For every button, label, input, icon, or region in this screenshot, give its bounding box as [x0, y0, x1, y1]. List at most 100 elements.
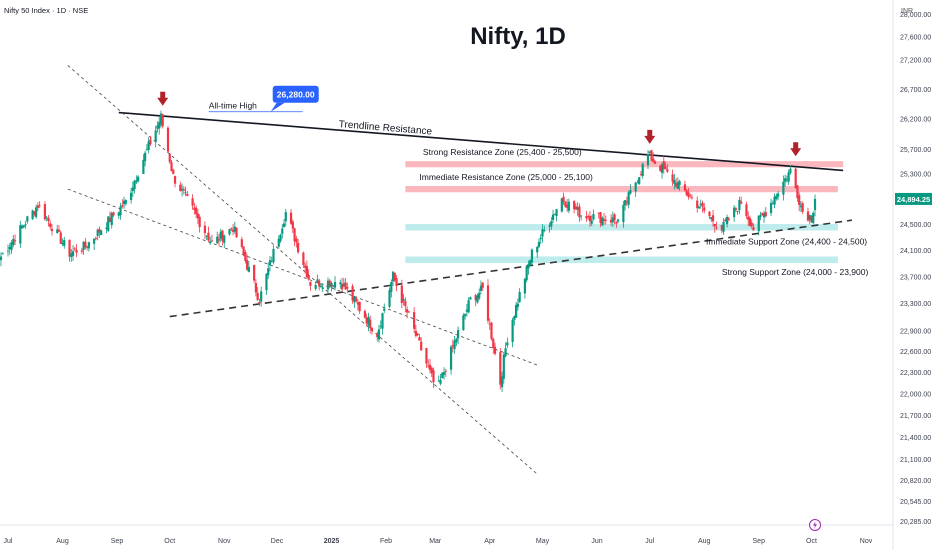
y-tick-label: 21,100.00 — [900, 457, 931, 464]
candle-body — [71, 251, 75, 256]
all-time-high-label: All-time High — [209, 101, 257, 111]
candle-body — [675, 183, 678, 187]
candle-body — [242, 246, 245, 255]
candle-body — [367, 316, 370, 326]
candle-body — [518, 291, 521, 303]
candle-body — [537, 241, 541, 247]
candle-body — [307, 275, 310, 280]
trendline-support — [169, 219, 853, 318]
candle-body — [209, 241, 212, 244]
candle-body — [449, 346, 453, 370]
candle-body — [541, 229, 544, 237]
x-tick-label: May — [536, 538, 550, 545]
candle-body — [205, 235, 208, 237]
candle-body — [93, 238, 96, 244]
candle-body — [50, 228, 54, 232]
candle-body — [616, 219, 620, 222]
y-tick-label: 22,900.00 — [900, 328, 931, 335]
candle-body — [513, 316, 516, 321]
candle-body — [425, 348, 428, 364]
candle-body — [590, 220, 593, 224]
candle-body — [346, 287, 349, 289]
candle-body — [567, 201, 570, 211]
candle-body — [12, 239, 15, 245]
candle-body — [149, 139, 152, 145]
candle-body — [462, 315, 465, 331]
candle-body — [625, 201, 628, 203]
candle-body — [553, 213, 556, 215]
currency-label: INR — [901, 8, 913, 15]
candle-body — [267, 268, 270, 276]
candle-body — [474, 295, 477, 301]
y-tick-label: 26,700.00 — [900, 87, 931, 94]
candle-body — [511, 320, 514, 343]
candle-body — [810, 216, 813, 223]
candle-body — [697, 206, 701, 209]
candle-body — [727, 218, 730, 220]
candle-body — [548, 225, 551, 227]
candle-body — [585, 216, 588, 219]
candle-body — [223, 235, 226, 243]
candle-body — [602, 219, 606, 221]
candle-body — [574, 206, 577, 210]
annotations-layer: Strong Resistance Zone (25,400 - 25,500)… — [157, 85, 868, 277]
candle-body — [309, 281, 312, 286]
candle-body — [217, 239, 221, 241]
candle-body — [277, 238, 280, 247]
candle-body — [400, 285, 403, 303]
candle-body — [45, 217, 48, 219]
candle-body — [689, 195, 692, 197]
candle-body — [769, 202, 773, 214]
candle-body — [133, 180, 136, 190]
candle-body — [35, 207, 38, 217]
candle-body — [43, 204, 47, 220]
candle-body — [671, 174, 674, 182]
candle-body — [506, 342, 509, 346]
candle-body — [722, 222, 725, 232]
candle-body — [172, 169, 175, 174]
candle-body — [762, 213, 766, 218]
x-tick-label: Dec — [271, 538, 284, 545]
candle-body — [70, 253, 73, 258]
candle-body — [653, 161, 657, 164]
candle-body — [333, 282, 337, 288]
candle-body — [441, 372, 444, 379]
candle-body — [173, 176, 177, 184]
peak-arrow-icon — [644, 129, 656, 144]
candle-body — [404, 300, 407, 307]
candle-body — [406, 309, 409, 313]
zone-label: Strong Resistance Zone (25,400 - 25,500) — [423, 147, 582, 157]
candle-body — [666, 169, 669, 172]
candle-body — [636, 182, 639, 184]
candle-body — [377, 329, 381, 340]
x-tick-label: Nov — [218, 538, 231, 545]
candle-body — [122, 200, 126, 205]
x-tick-label: 2025 — [324, 538, 340, 545]
candle-body — [330, 283, 333, 288]
y-tick-label: 22,300.00 — [900, 370, 931, 377]
candle-body — [479, 285, 483, 291]
candle-body — [36, 205, 39, 208]
candle-body — [84, 241, 87, 248]
candle-body — [611, 217, 614, 223]
candle-body — [576, 207, 579, 210]
y-tick-label: 20,285.00 — [900, 519, 931, 526]
candle-body — [813, 198, 817, 211]
candle-body — [137, 176, 140, 182]
candle-body — [439, 379, 442, 384]
candle-body — [147, 141, 150, 150]
candle-body — [144, 152, 147, 162]
candle-body — [759, 215, 762, 217]
candle-body — [260, 291, 263, 302]
candle-body — [428, 364, 432, 370]
candle-body — [536, 246, 539, 253]
candle-body — [469, 297, 472, 300]
candle-body — [314, 284, 317, 289]
last-price-label: 24,894.25 — [897, 195, 930, 204]
candle-body — [284, 212, 287, 222]
candle-body — [390, 282, 393, 292]
trendlines-layer — [67, 65, 853, 475]
candle-body — [736, 211, 739, 213]
candle-body — [587, 215, 590, 217]
candle-body — [20, 225, 24, 229]
